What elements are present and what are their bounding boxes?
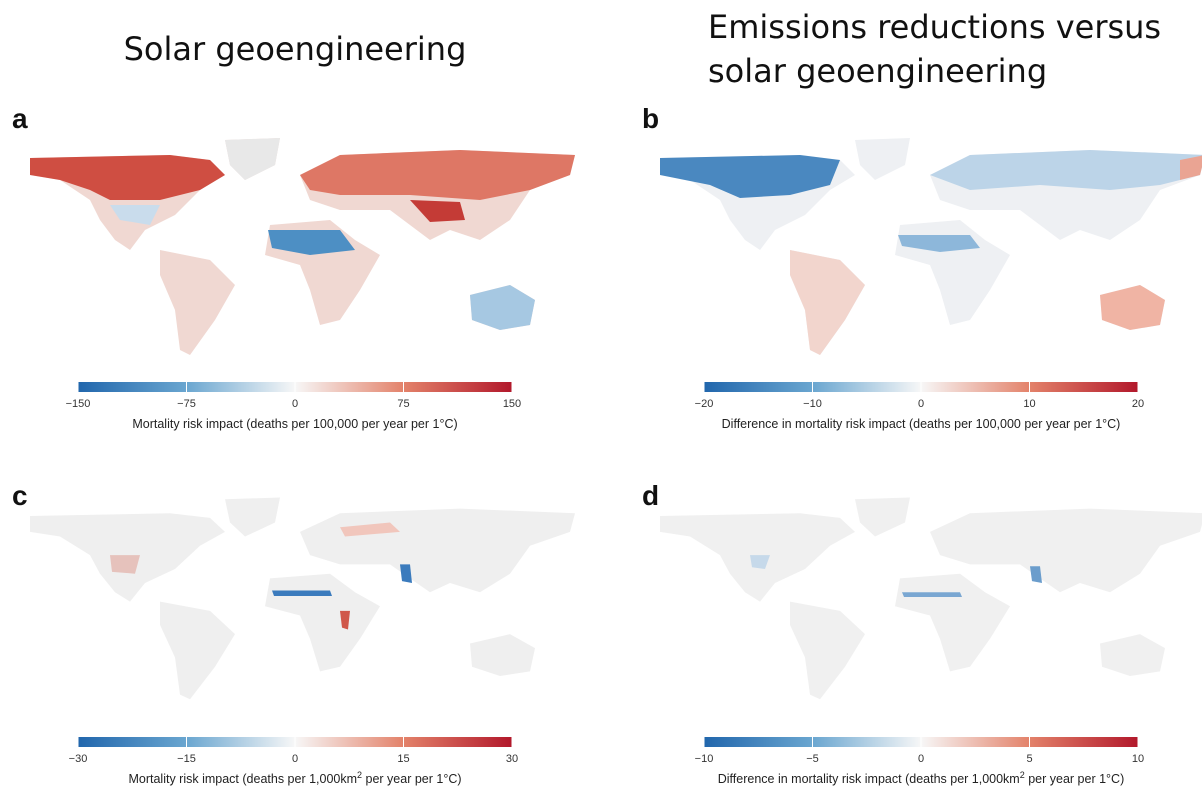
colorbar-label: Difference in mortality risk impact (dea… bbox=[722, 417, 1121, 431]
colorbar-label: Mortality risk impact (deaths per 100,00… bbox=[132, 417, 457, 431]
colorbar-tick-label: −30 bbox=[69, 753, 88, 765]
colorbar-tick-label: −5 bbox=[806, 753, 819, 765]
colorbar-tick-label: 30 bbox=[506, 753, 518, 765]
figure: Solar geoengineering Emissions reduction… bbox=[0, 0, 1202, 791]
label-part: Difference in mortality risk impact (dea… bbox=[718, 772, 1020, 786]
label-part: Mortality risk impact (deaths per 100,00… bbox=[132, 417, 457, 431]
colorbar-label: Mortality risk impact (deaths per 1,000k… bbox=[128, 770, 461, 786]
colorbar-tick-label: 10 bbox=[1132, 753, 1144, 765]
panel-letter: b bbox=[642, 103, 659, 134]
column-title: Solar geoengineering Emissions reduction… bbox=[124, 8, 1161, 90]
title-line: Solar geoengineering bbox=[124, 30, 467, 68]
colorbar-tick-label: 10 bbox=[1023, 398, 1035, 410]
colorbar-tick-label: −15 bbox=[177, 753, 196, 765]
panel-letter: c bbox=[12, 480, 28, 511]
label-part: per year per 1°C) bbox=[1025, 772, 1124, 786]
map bbox=[660, 497, 1202, 699]
map bbox=[660, 138, 1202, 355]
label-part: Difference in mortality risk impact (dea… bbox=[722, 417, 1121, 431]
colorbar-tick-label: 0 bbox=[918, 398, 924, 410]
label-part: Mortality risk impact (deaths per 1,000k… bbox=[128, 772, 357, 786]
label-part: per year per 1°C) bbox=[362, 772, 461, 786]
panel-letter: a bbox=[12, 103, 28, 134]
colorbar-tick-label: 0 bbox=[918, 753, 924, 765]
colorbar-label: Difference in mortality risk impact (dea… bbox=[718, 770, 1124, 786]
colorbar-tick-label: 20 bbox=[1132, 398, 1144, 410]
colorbar-tick-label: 75 bbox=[397, 398, 409, 410]
map bbox=[30, 138, 575, 355]
colorbar-tick-label: 150 bbox=[503, 398, 521, 410]
colorbar-tick-label: 0 bbox=[292, 398, 298, 410]
title-line: Emissions reductions versus bbox=[708, 8, 1161, 46]
colorbar-tick-label: 15 bbox=[397, 753, 409, 765]
colorbar-tick-label: −10 bbox=[803, 398, 822, 410]
colorbar-tick-label: 0 bbox=[292, 753, 298, 765]
colorbar-tick-label: −150 bbox=[66, 398, 91, 410]
colorbar-tick-label: −20 bbox=[695, 398, 714, 410]
colorbar-tick-label: −10 bbox=[695, 753, 714, 765]
map bbox=[30, 497, 575, 699]
colorbar-tick-label: −75 bbox=[177, 398, 196, 410]
colorbar-tick-label: 5 bbox=[1026, 753, 1032, 765]
title-line: solar geoengineering bbox=[708, 52, 1047, 90]
panel-letter: d bbox=[642, 480, 659, 511]
